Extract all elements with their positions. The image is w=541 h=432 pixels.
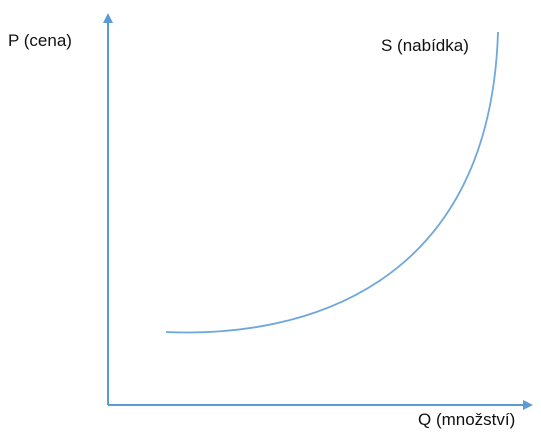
x-axis-label: Q (množství) bbox=[418, 410, 516, 429]
supply-curve-label: S (nabídka) bbox=[381, 36, 469, 55]
supply-curve bbox=[165, 31, 499, 334]
y-axis-label: P (cena) bbox=[8, 31, 72, 50]
